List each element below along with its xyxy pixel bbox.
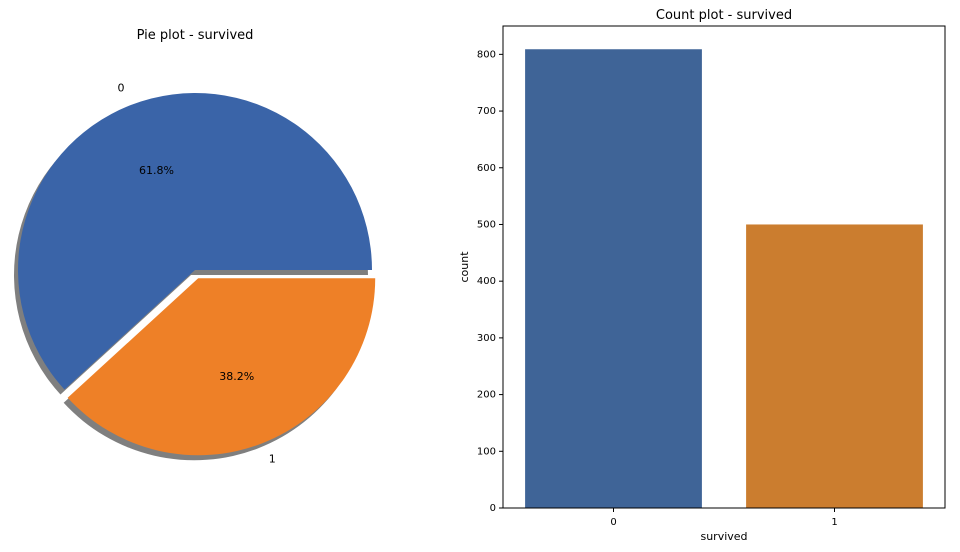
y-tick-label: 800 [477, 49, 496, 60]
plot-frame [502, 25, 946, 509]
bars [525, 49, 923, 508]
pie-category-label: 0 [117, 82, 124, 95]
x-axis-label: survived [700, 530, 747, 543]
pie-title: Pie plot - survived [137, 28, 254, 43]
y-axis-label: count [458, 251, 471, 283]
y-tick-label: 300 [477, 333, 496, 344]
pie-percent-label: 61.8% [139, 164, 174, 177]
pie-labels: 0 61.8% 1 38.2% [117, 82, 275, 466]
bar-chart: Count plot - survived 010020030040050060… [458, 8, 946, 543]
y-tick-label: 100 [477, 446, 496, 457]
bar-0 [525, 49, 702, 508]
pie-chart: Pie plot - survived 0 61.8% 1 38.2% [13, 28, 376, 466]
pie-slice-0 [17, 92, 373, 390]
pie-slice-1 [67, 278, 376, 456]
bar-title: Count plot - survived [656, 8, 792, 23]
pie-slices [17, 92, 376, 456]
bar-1 [746, 224, 923, 508]
pie-percent-label: 38.2% [219, 370, 254, 383]
y-tick-label: 600 [477, 163, 496, 174]
y-tick-label: 0 [490, 503, 496, 514]
x-tick-label: 1 [831, 517, 837, 528]
y-tick-label: 500 [477, 219, 496, 230]
y-axis-ticks: 0 100 200 300 400 500 600 700 800 [477, 49, 503, 514]
y-tick-label: 200 [477, 390, 496, 401]
x-tick-label: 0 [610, 517, 616, 528]
y-tick-label: 700 [477, 106, 496, 117]
y-tick-label: 400 [477, 276, 496, 287]
pie-category-label: 1 [269, 453, 276, 466]
